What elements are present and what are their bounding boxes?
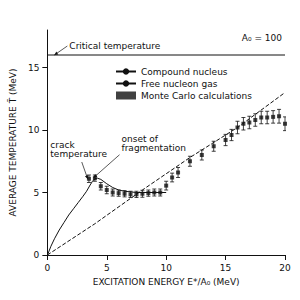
svg-text:Compound nucleus: Compound nucleus — [141, 67, 228, 77]
svg-text:0: 0 — [44, 263, 50, 273]
svg-text:fragmentation: fragmentation — [122, 143, 186, 153]
svg-text:crack: crack — [50, 139, 75, 150]
svg-text:10: 10 — [160, 263, 172, 273]
svg-text:AVERAGE TEMPERATURE T̄ (MeV): AVERAGE TEMPERATURE T̄ (MeV) — [7, 69, 18, 217]
svg-text:onset of: onset of — [121, 134, 158, 145]
svg-text:A₀ = 100: A₀ = 100 — [242, 33, 282, 43]
svg-text:15: 15 — [220, 263, 231, 273]
svg-text:5: 5 — [34, 188, 40, 198]
svg-text:15: 15 — [28, 63, 39, 73]
svg-text:5: 5 — [104, 263, 110, 273]
svg-text:Monte Carlo calculations: Monte Carlo calculations — [141, 91, 252, 101]
svg-text:Free nucleon gas: Free nucleon gas — [141, 79, 218, 89]
svg-text:temperature: temperature — [50, 149, 107, 159]
svg-text:0: 0 — [34, 250, 40, 260]
svg-text:20: 20 — [279, 263, 291, 273]
svg-text:Critical temperature: Critical temperature — [69, 41, 160, 51]
svg-text:10: 10 — [28, 125, 40, 135]
svg-text:EXCITATION ENERGY E*/A₀ (MeV): EXCITATION ENERGY E*/A₀ (MeV) — [93, 277, 240, 287]
